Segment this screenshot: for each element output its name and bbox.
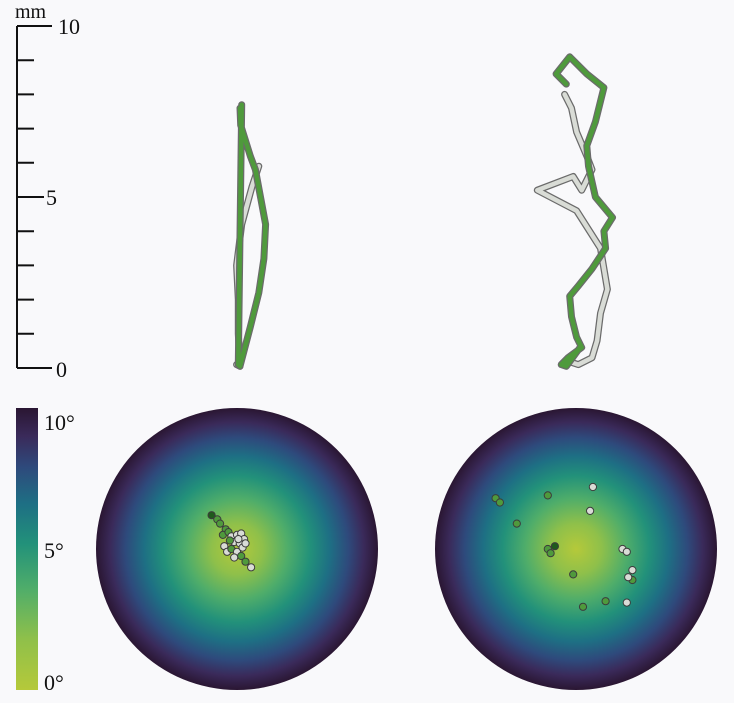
gaze-point: [569, 570, 578, 579]
scale-unit-label: mm: [15, 1, 47, 23]
gaze-point: [495, 498, 504, 507]
colorbar-tick-5: 5°: [44, 538, 64, 563]
gaze-point: [546, 549, 555, 558]
scale-tick-5: 5: [46, 185, 57, 210]
trace-light: [535, 92, 610, 367]
gaze-point: [512, 519, 521, 528]
gaze-point: [216, 519, 225, 528]
colorbar-tick-0: 0°: [44, 670, 64, 695]
gaze-polar-panel-right: [435, 408, 717, 690]
gaze-point: [237, 551, 246, 561]
gaze-point: [230, 553, 239, 562]
trace-green: [553, 54, 615, 369]
gaze-point: [550, 542, 560, 551]
scale-tick-10: 10: [58, 14, 80, 39]
polar-disc-right: [435, 408, 717, 690]
colorbar-tick-10: 10°: [44, 410, 75, 435]
gaze-point: [624, 573, 633, 582]
gaze-point: [241, 539, 250, 548]
gaze-point: [234, 535, 243, 544]
scale-axis-minor-ticks: [17, 59, 34, 335]
gaze-point: [225, 536, 234, 545]
trajectory-panel-left: [233, 101, 270, 370]
trace-green: [236, 102, 268, 369]
gaze-point: [543, 491, 552, 500]
gaze-point: [241, 557, 250, 566]
polar-points-right: [491, 482, 637, 611]
gaze-point: [622, 598, 631, 607]
gaze-point: [601, 597, 610, 606]
colorbar: 10° 5° 0°: [16, 408, 75, 695]
scale-tick-0: 0: [56, 357, 67, 382]
scale-axis: mm 10 5 0: [15, 1, 80, 382]
trace-outline-green: [552, 53, 616, 370]
gaze-polar-panel-left: [96, 408, 378, 690]
trajectory-panel-right: [533, 53, 616, 370]
gaze-point: [207, 511, 216, 520]
gaze-point: [622, 547, 631, 556]
gaze-point: [578, 602, 588, 611]
gaze-point: [247, 563, 256, 572]
colorbar-bar: [16, 408, 38, 690]
gaze-point: [586, 506, 595, 515]
polar-points-left: [207, 511, 256, 572]
gaze-point: [588, 482, 598, 492]
gaze-point: [628, 566, 637, 575]
